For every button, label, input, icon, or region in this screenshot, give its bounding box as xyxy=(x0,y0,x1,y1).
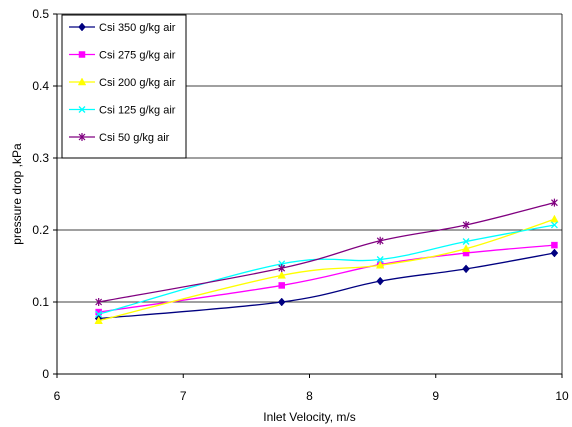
series-line xyxy=(98,224,555,315)
series-line xyxy=(98,218,555,322)
y-tick-label: 0.4 xyxy=(32,79,49,93)
data-point xyxy=(94,316,103,324)
series-layer xyxy=(94,198,559,324)
legend-swatch-marker xyxy=(77,77,87,86)
x-tick-label: 8 xyxy=(306,389,313,403)
y-tick-label: 0.2 xyxy=(32,223,49,237)
data-point xyxy=(277,297,286,307)
legend-swatch-marker xyxy=(78,22,86,32)
series-line xyxy=(98,252,555,320)
data-point xyxy=(550,214,559,223)
legend-item: Csi 50 g/kg air xyxy=(69,132,170,144)
legend-label: Csi 350 g/kg air xyxy=(99,22,176,34)
y-axis-label: pressure drop ,kPa xyxy=(10,143,24,245)
series-3 xyxy=(94,214,559,324)
series-1 xyxy=(94,248,559,323)
x-axis-label: Inlet Velocity, m/s xyxy=(263,410,355,424)
legend-item: Csi 350 g/kg air xyxy=(69,22,176,34)
series-4 xyxy=(95,221,558,318)
data-point xyxy=(462,264,470,274)
data-point xyxy=(376,256,384,263)
legend-swatch-marker xyxy=(78,51,86,58)
x-tick-label: 6 xyxy=(54,389,61,403)
legend-box xyxy=(61,14,187,159)
data-point xyxy=(95,310,103,318)
legend-label: Csi 200 g/kg air xyxy=(99,77,176,89)
legend-label: Csi 50 g/kg air xyxy=(99,132,170,144)
data-point xyxy=(550,248,559,258)
x-tick-label: 9 xyxy=(432,389,439,403)
data-point xyxy=(461,244,471,252)
legend-swatch-marker xyxy=(78,133,86,141)
axes xyxy=(53,13,563,378)
data-point xyxy=(462,220,470,229)
data-point xyxy=(551,241,558,249)
x-tick-labels: 6 7 8 9 10 xyxy=(54,389,569,403)
x-tick-label: 7 xyxy=(180,389,187,403)
data-point xyxy=(550,221,558,229)
legend-item: Csi 200 g/kg air xyxy=(69,77,176,89)
legend-swatch-marker xyxy=(78,106,86,113)
legend: Csi 350 g/kg air Csi 275 g/kg air Csi 200 … xyxy=(61,14,187,159)
data-point xyxy=(375,260,385,269)
data-point xyxy=(277,270,286,279)
x-tick-label: 10 xyxy=(555,389,569,403)
y-tick-label: 0.1 xyxy=(32,295,49,309)
data-point xyxy=(278,264,286,273)
y-tick-label: 0 xyxy=(42,367,49,381)
legend-label: Csi 275 g/kg air xyxy=(99,50,176,62)
data-point xyxy=(95,298,103,306)
data-point xyxy=(278,282,285,289)
data-point xyxy=(462,238,470,245)
legend-item: Csi 125 g/kg air xyxy=(69,105,176,117)
legend-label: Csi 125 g/kg air xyxy=(99,105,176,117)
y-tick-label: 0.5 xyxy=(32,7,49,21)
data-point xyxy=(551,198,558,207)
legend-item: Csi 275 g/kg air xyxy=(69,50,176,62)
y-tick-label: 0.3 xyxy=(32,151,49,165)
data-point xyxy=(376,236,384,245)
data-point xyxy=(376,276,385,286)
y-tick-labels: 0 0.1 0.2 0.3 0.4 0.5 xyxy=(32,7,49,381)
series-5 xyxy=(95,198,558,306)
series-line xyxy=(98,202,555,303)
